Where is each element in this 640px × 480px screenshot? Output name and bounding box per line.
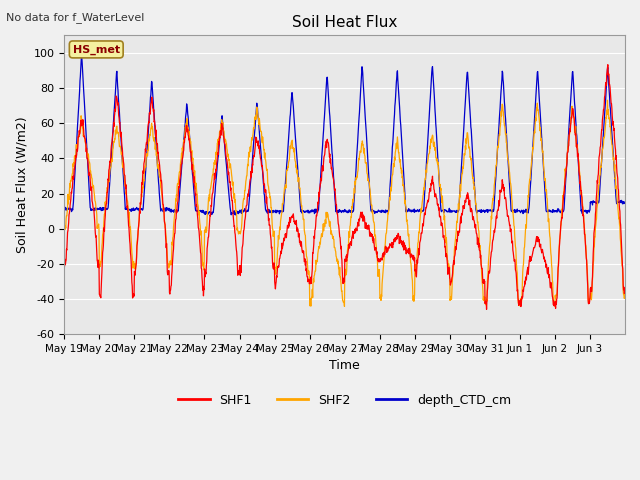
- Line: SHF1: SHF1: [64, 65, 625, 309]
- SHF1: [330, 180, 338, 186]
- SHF2: [340, 303, 348, 309]
- SHF1: [559, 197, 567, 203]
- SHF1: [60, 265, 68, 271]
- SHF1: [148, 94, 156, 100]
- SHF1: [319, 163, 327, 168]
- Y-axis label: Soil Heat Flux (W/m2): Soil Heat Flux (W/m2): [15, 117, 28, 253]
- Line: SHF2: SHF2: [64, 100, 625, 306]
- depth_CTD_cm: [148, 85, 156, 91]
- SHF1: [477, 252, 484, 258]
- depth_CTD_cm: [77, 53, 85, 59]
- depth_CTD_cm: [232, 212, 239, 218]
- SHF2: [319, 221, 327, 227]
- SHF1: [614, 187, 622, 192]
- Text: HS_met: HS_met: [73, 44, 120, 55]
- SHF2: [621, 289, 629, 295]
- depth_CTD_cm: [560, 208, 568, 214]
- SHF2: [330, 236, 338, 242]
- SHF2: [604, 97, 611, 103]
- depth_CTD_cm: [614, 200, 622, 205]
- SHF2: [60, 229, 68, 235]
- Text: No data for f_WaterLevel: No data for f_WaterLevel: [6, 12, 145, 23]
- SHF1: [604, 62, 612, 68]
- Line: depth_CTD_cm: depth_CTD_cm: [64, 56, 625, 215]
- X-axis label: Time: Time: [329, 360, 360, 372]
- SHF1: [621, 287, 629, 292]
- SHF2: [614, 212, 622, 218]
- depth_CTD_cm: [60, 205, 68, 211]
- SHF2: [477, 258, 485, 264]
- Legend: SHF1, SHF2, depth_CTD_cm: SHF1, SHF2, depth_CTD_cm: [173, 389, 516, 411]
- SHF2: [148, 126, 156, 132]
- depth_CTD_cm: [477, 207, 485, 213]
- SHF2: [559, 195, 567, 201]
- Title: Soil Heat Flux: Soil Heat Flux: [292, 15, 397, 30]
- SHF1: [483, 306, 490, 312]
- depth_CTD_cm: [331, 191, 339, 196]
- depth_CTD_cm: [320, 120, 328, 125]
- depth_CTD_cm: [621, 201, 629, 206]
